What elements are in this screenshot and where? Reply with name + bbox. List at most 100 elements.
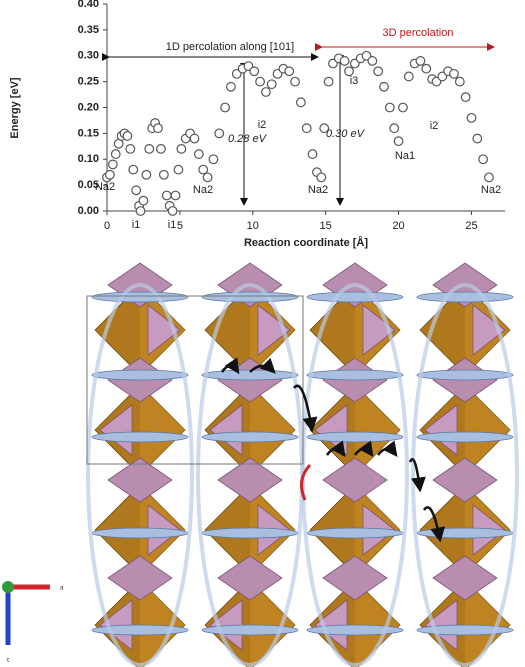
unit-cell (86, 295, 304, 465)
data-point (220, 102, 230, 113)
channel (411, 283, 519, 667)
data-point (415, 56, 426, 66)
sodium-chain (201, 431, 299, 443)
sodium-chain (201, 291, 299, 303)
annotation: i1 (132, 219, 141, 231)
data-point (214, 128, 225, 139)
data-point (189, 133, 200, 144)
data-point (170, 190, 181, 201)
data-point (208, 154, 219, 165)
octahedron-face (140, 580, 185, 667)
hop-arrow-3d (299, 463, 312, 501)
annotation: 0.30 eV (326, 128, 366, 140)
tetrahedron (424, 404, 458, 456)
annotation: i1 (168, 219, 177, 231)
data-point (128, 164, 139, 175)
data-point (454, 76, 465, 87)
data-point (167, 206, 178, 216)
sodium-chain (416, 527, 514, 539)
x-tick-label: 25 (465, 220, 477, 232)
annotation: 3D percolation (383, 27, 454, 39)
y-tick-label: 0.05 (78, 179, 99, 191)
sodium-chain (416, 431, 514, 443)
data-point (173, 164, 184, 175)
sodium-chain (416, 624, 514, 636)
octahedron-face (355, 580, 400, 667)
sodium-chain (416, 369, 514, 381)
annotation: i2 (258, 119, 267, 131)
octahedron-face (355, 385, 400, 475)
data-point (398, 102, 408, 113)
axis-label: a (60, 586, 64, 592)
sodium-chain (201, 527, 299, 539)
data-point (466, 112, 477, 123)
data-point (107, 159, 118, 170)
data-point (373, 66, 384, 77)
data-point (156, 143, 166, 154)
octahedron-face (140, 385, 185, 475)
data-point (153, 123, 163, 134)
data-point (131, 185, 142, 196)
annotation: i2 (430, 120, 439, 132)
annotation: Na2 (95, 181, 115, 193)
data-point (319, 123, 330, 134)
channel (86, 283, 194, 667)
data-point (460, 92, 471, 103)
data-point (379, 81, 389, 92)
hop-arrow (293, 384, 318, 433)
data-point (449, 68, 459, 79)
data-point (249, 66, 260, 77)
data-point (141, 169, 152, 180)
data-point (125, 143, 136, 154)
data-point (295, 97, 306, 108)
data-point (266, 79, 277, 90)
annotation: Na2 (308, 184, 328, 196)
axis-label: c (7, 658, 10, 664)
data-point (403, 71, 414, 82)
sodium-chain (416, 291, 514, 303)
octahedron-face (465, 580, 510, 667)
octahedron (322, 457, 388, 503)
sodium-chain (91, 527, 189, 539)
data-point (261, 87, 271, 97)
data-point (316, 172, 327, 183)
data-point (176, 143, 187, 154)
data-point (393, 136, 404, 147)
x-tick-label: 15 (320, 220, 332, 232)
data-point (384, 102, 395, 113)
data-point (307, 149, 318, 159)
y-tick-label: 0.40 (78, 0, 99, 10)
annotation: Na2 (481, 184, 501, 196)
sodium-chain (91, 291, 189, 303)
sodium-chain (201, 624, 299, 636)
hop-arrow (353, 440, 374, 458)
y-tick-label: 0.35 (78, 24, 99, 36)
y-tick-label: 0.25 (78, 76, 99, 88)
octahedron (107, 457, 173, 503)
y-tick-label: 0.10 (78, 153, 99, 165)
sodium-chain (306, 431, 404, 443)
data-point (202, 172, 213, 183)
y-tick-label: 0.15 (78, 127, 99, 139)
data-point (158, 169, 169, 180)
y-tick-label: 0.30 (78, 50, 99, 62)
data-point (323, 76, 334, 87)
data-point (421, 63, 432, 74)
octahedron-face (250, 385, 295, 475)
crystal-structure: ac (2, 262, 519, 667)
sodium-chain (306, 527, 404, 539)
data-point (138, 195, 149, 206)
data-point (110, 149, 121, 159)
data-point (161, 190, 172, 201)
annotation: i3 (350, 75, 359, 87)
data-point (135, 206, 146, 216)
tetrahedron (147, 304, 181, 356)
octahedron-face (250, 580, 295, 667)
data-point (389, 123, 400, 134)
sodium-chain (91, 624, 189, 636)
data-point (284, 66, 295, 77)
hop-arrow (325, 440, 346, 458)
octahedron (432, 457, 498, 503)
octahedron (322, 555, 388, 601)
